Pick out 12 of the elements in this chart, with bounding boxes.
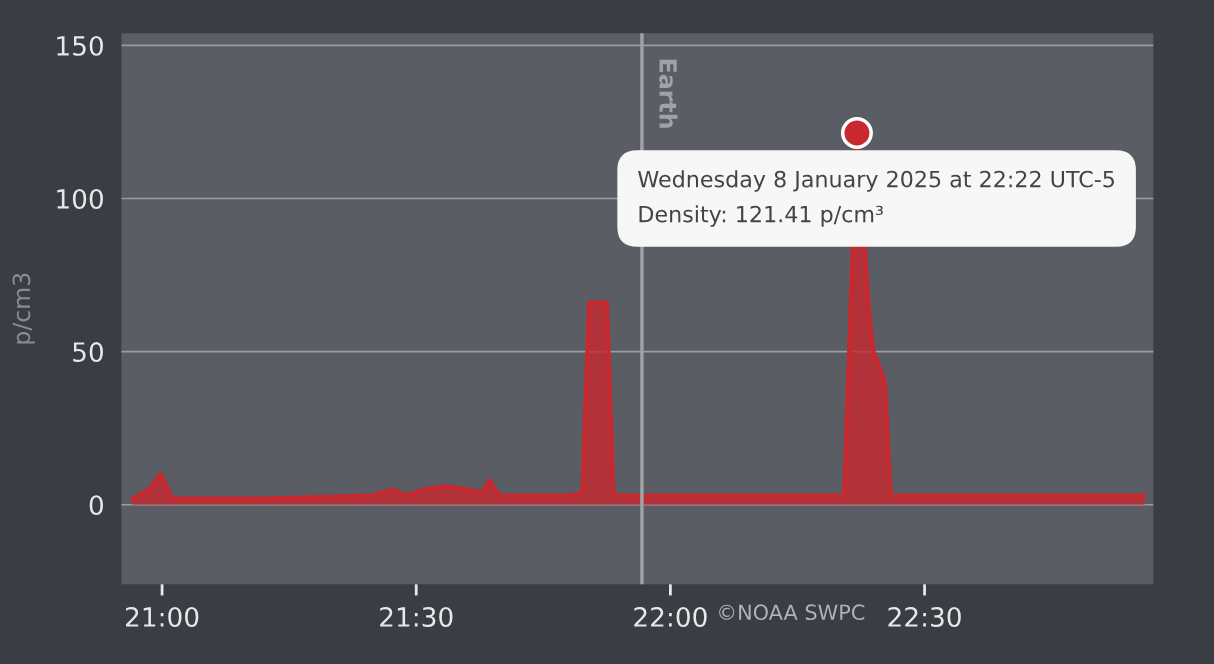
ref-line-label: Earth (659, 59, 678, 128)
annotation: Wednesday 8 January 2025 at 22:22 UTC-5 Density: 121.41 p/cm³ (638, 170, 1114, 227)
x-tick-label: 21:00 (125, 607, 199, 627)
x-tick-label: 22:00 (634, 607, 707, 627)
y-tick-label: 50 (73, 342, 103, 363)
y-tick-label: 150 (57, 35, 103, 56)
x-tick-label: 21:30 (380, 607, 453, 627)
y-axis-title: p/cm3 (12, 273, 35, 344)
y-tick-label: 0 (89, 495, 103, 516)
x-tick-label: 22:30 (888, 607, 961, 627)
text: ©NOAA SWPC (719, 604, 865, 621)
y-tick-label: 100 (57, 188, 103, 209)
